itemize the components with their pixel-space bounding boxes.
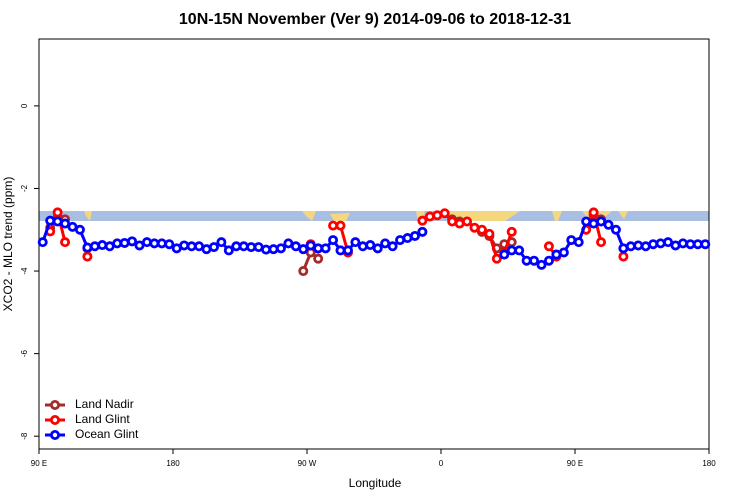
land (330, 213, 350, 221)
x-tick-label: 180 (702, 459, 716, 468)
data-point (596, 237, 607, 248)
data-point (313, 253, 324, 264)
data-point (491, 253, 502, 264)
data-point (350, 237, 361, 248)
data-point (484, 228, 495, 239)
data-point (357, 241, 368, 252)
data-point (134, 240, 145, 251)
data-point (60, 218, 71, 229)
data-point (514, 245, 525, 256)
data-point (417, 215, 428, 226)
data-point (499, 249, 510, 260)
data-point (82, 251, 93, 262)
data-point (506, 226, 517, 237)
data-point (588, 207, 599, 218)
data-point (97, 240, 108, 251)
data-point (409, 230, 420, 241)
data-point (558, 247, 569, 258)
data-point (320, 243, 331, 254)
legend-label: Ocean Glint (75, 427, 139, 441)
data-point (610, 224, 621, 235)
data-point (655, 238, 666, 249)
data-point (328, 235, 339, 246)
chart-title: 10N-15N November (Ver 9) 2014-09-06 to 2… (179, 11, 571, 28)
x-tick-label: 90 W (298, 459, 317, 468)
x-tick-label: 90 E (567, 459, 583, 468)
legend-marker (50, 429, 61, 440)
y-tick-label: 0 (20, 103, 29, 108)
data-point (37, 237, 48, 248)
land (302, 211, 316, 221)
data-point (164, 239, 175, 250)
y-tick-label: -6 (20, 350, 29, 358)
data-point (603, 219, 614, 230)
legend-label: Land Nadir (75, 397, 134, 411)
x-tick-label: 90 E (31, 459, 47, 468)
data-point (663, 237, 674, 248)
map-strip (39, 211, 709, 221)
x-tick-label: 0 (439, 459, 444, 468)
data-point (141, 237, 152, 248)
x-tick-label: 180 (166, 459, 180, 468)
data-point (387, 241, 398, 252)
data-point (365, 240, 376, 251)
y-tick-label: -8 (20, 432, 29, 440)
data-point (700, 239, 711, 250)
data-point (298, 266, 309, 277)
y-axis-label: XCO2 - MLO trend (ppm) (1, 177, 15, 312)
y-tick-label: -4 (20, 267, 29, 275)
data-point (543, 241, 554, 252)
data-point (342, 245, 353, 256)
data-point (127, 236, 138, 247)
land (552, 211, 562, 221)
legend-marker (50, 399, 61, 410)
data-point (543, 255, 554, 266)
data-point (529, 255, 540, 266)
data-point (596, 216, 607, 227)
data-point (52, 207, 63, 218)
data-point (298, 244, 309, 255)
data-point (74, 224, 85, 235)
ocean-strip (39, 211, 709, 221)
data-point (417, 226, 428, 237)
data-point (223, 245, 234, 256)
data-point (372, 243, 383, 254)
data-point (462, 216, 473, 227)
data-point (216, 237, 227, 248)
legend-marker (50, 414, 61, 425)
data-point (536, 259, 547, 270)
land (84, 211, 92, 221)
data-point (82, 242, 93, 253)
data-point (618, 251, 629, 262)
data-point (119, 237, 130, 248)
x-axis-label: Longitude (349, 476, 402, 490)
data-point (335, 220, 346, 231)
legend-label: Land Glint (75, 412, 130, 426)
data-point (424, 211, 435, 222)
data-point (476, 224, 487, 235)
data-point (573, 237, 584, 248)
data-point (208, 242, 219, 253)
data-point (275, 243, 286, 254)
data-point (60, 237, 71, 248)
y-tick-label: -2 (20, 184, 29, 192)
data-point (439, 208, 450, 219)
land (618, 211, 628, 219)
data-point (89, 241, 100, 252)
